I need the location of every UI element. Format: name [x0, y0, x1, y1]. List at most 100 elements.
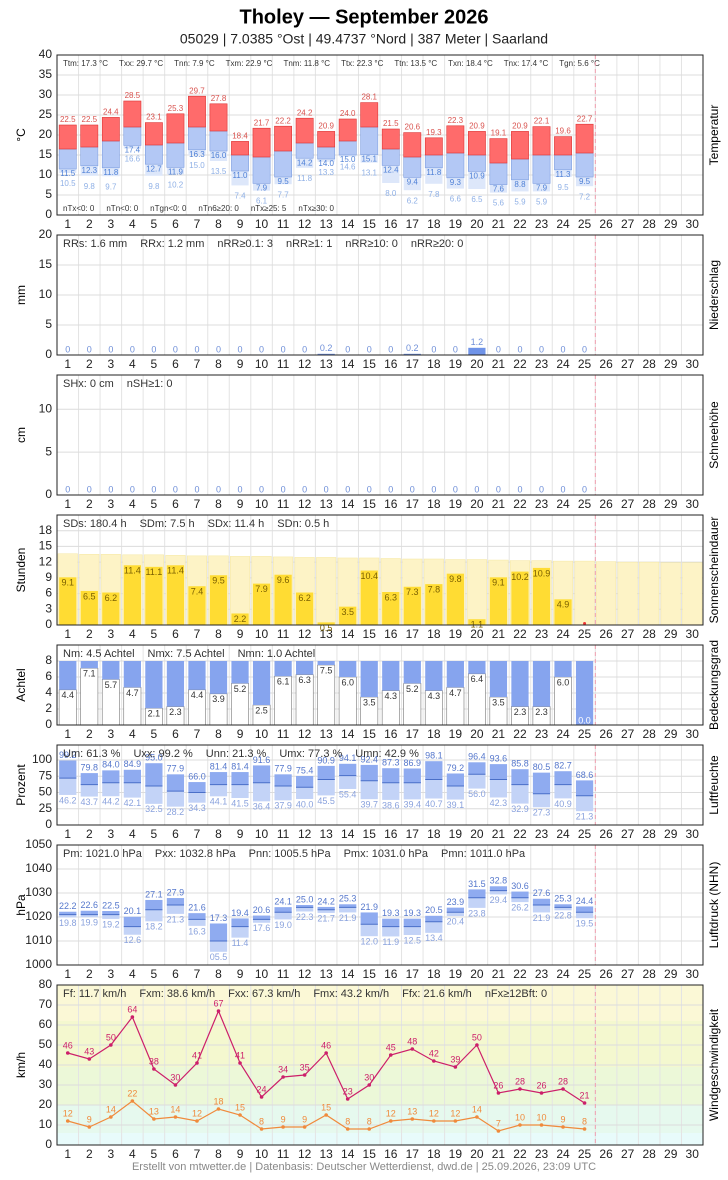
bar — [317, 622, 335, 625]
x-tick-label: 29 — [664, 1147, 678, 1161]
value-label: 19.9 — [81, 918, 99, 928]
value-label: 11.8 — [297, 174, 313, 183]
value-label: 98.1 — [425, 751, 443, 761]
cloud-part — [188, 661, 206, 690]
upper-bar — [145, 899, 163, 910]
value-label: 6.3 — [385, 592, 398, 602]
stat: Unn: 21.3 % — [206, 748, 267, 760]
x-tick-label: 8 — [215, 727, 222, 741]
value-label: 77.9 — [274, 764, 292, 774]
cloud-part — [575, 661, 594, 725]
value-label: 6.2 — [298, 593, 311, 603]
lower-bar — [532, 793, 551, 808]
side-label: Sonnenscheindauer — [707, 517, 721, 624]
max-bar — [360, 102, 379, 128]
value-label: 15.0 — [340, 155, 356, 164]
value-label: 7.6 — [493, 185, 505, 194]
x-tick-label: 12 — [298, 497, 312, 511]
value-label: 93.6 — [490, 753, 508, 763]
x-tick-label: 29 — [664, 627, 678, 641]
value-label: 0 — [388, 484, 393, 494]
x-tick-label: 28 — [642, 727, 656, 741]
x-tick-label: 25 — [578, 967, 592, 981]
point — [195, 1061, 199, 1065]
value-label: 85.8 — [511, 759, 529, 769]
value-label: 6.1 — [256, 197, 268, 206]
min-bar — [209, 130, 228, 152]
lower-bar — [425, 779, 443, 799]
max-bar — [166, 113, 185, 144]
value-label: 39.4 — [404, 800, 422, 810]
max-bar — [123, 100, 142, 128]
stat: Um: 61.3 % — [63, 748, 121, 760]
value-label: 30.6 — [511, 881, 529, 891]
value-label: 13.3 — [318, 168, 334, 177]
value-label: 9.8 — [148, 182, 160, 191]
x-tick-label: 9 — [237, 627, 244, 641]
x-tick-label: 11 — [277, 827, 290, 841]
upper-bar — [489, 764, 508, 780]
value-label: 81.4 — [210, 761, 228, 771]
x-tick-label: 3 — [107, 217, 114, 231]
lower-bar — [252, 782, 271, 802]
stat: Umx: 77.3 % — [279, 748, 342, 760]
min-bar — [360, 126, 379, 155]
ground-min-bar — [317, 159, 335, 162]
y-tick-label: 75 — [39, 768, 53, 782]
lower-bar — [123, 782, 141, 798]
x-tick-label: 1 — [64, 827, 71, 841]
x-tick-label: 5 — [151, 217, 158, 231]
value-label: 27.8 — [211, 94, 227, 103]
x-tick-label: 11 — [277, 967, 290, 981]
point — [367, 1083, 372, 1087]
x-tick-label: 13 — [319, 497, 333, 511]
lower-bar — [231, 784, 249, 799]
x-tick-label: 2 — [86, 827, 93, 841]
value-label: 95.0 — [145, 753, 163, 763]
value-label: 13 — [407, 1106, 417, 1116]
upper-bar — [339, 904, 357, 908]
x-tick-label: 7 — [194, 497, 201, 511]
x-tick-label: 15 — [363, 497, 377, 511]
value-label: 29.7 — [189, 86, 205, 95]
y-tick-label: 20 — [39, 1097, 53, 1111]
value-label: 43.7 — [81, 797, 99, 807]
stat: SDx: 11.4 h — [208, 518, 265, 530]
x-tick-label: 8 — [215, 217, 222, 231]
value-label: 56.0 — [468, 789, 486, 799]
x-tick-label: 14 — [341, 827, 355, 841]
x-tick-label: 4 — [129, 827, 136, 841]
value-label: 6.6 — [450, 195, 462, 204]
cloud-part — [59, 661, 77, 690]
y-tick-label: 0 — [45, 817, 52, 831]
point — [453, 1065, 458, 1069]
x-tick-label: 11 — [277, 727, 290, 741]
bar — [339, 606, 357, 625]
value-label: 21.3 — [576, 812, 594, 822]
cloud-part — [209, 661, 228, 694]
value-label: 0 — [173, 344, 178, 354]
x-tick-label: 30 — [686, 357, 700, 371]
x-tick-label: 14 — [341, 497, 355, 511]
x-tick-label: 26 — [599, 827, 613, 841]
x-tick-label: 17 — [406, 627, 420, 641]
stat: Ttm: 17.3 °C — [63, 59, 108, 68]
stat: Txn: 18.4 °C — [448, 59, 493, 68]
min-bar — [403, 156, 422, 178]
value-label: 20.6 — [253, 905, 271, 915]
bar — [80, 590, 98, 625]
value-label: 79.2 — [447, 763, 465, 773]
x-tick-label: 15 — [363, 217, 377, 231]
value-label: 35 — [300, 1062, 310, 1072]
count: nTx<0: 0 — [63, 204, 95, 213]
lower-bar — [317, 909, 335, 913]
value-label: 13.1 — [361, 169, 377, 178]
zero-mark — [583, 622, 587, 625]
plot-border — [56, 984, 704, 1146]
value-label: 0 — [561, 484, 566, 494]
value-label: 20.9 — [469, 122, 485, 131]
upper-bar — [511, 769, 529, 785]
stat: SDm: 7.5 h — [140, 518, 195, 530]
y-tick-label: 40 — [39, 1057, 53, 1071]
value-label: 5.9 — [514, 198, 526, 207]
